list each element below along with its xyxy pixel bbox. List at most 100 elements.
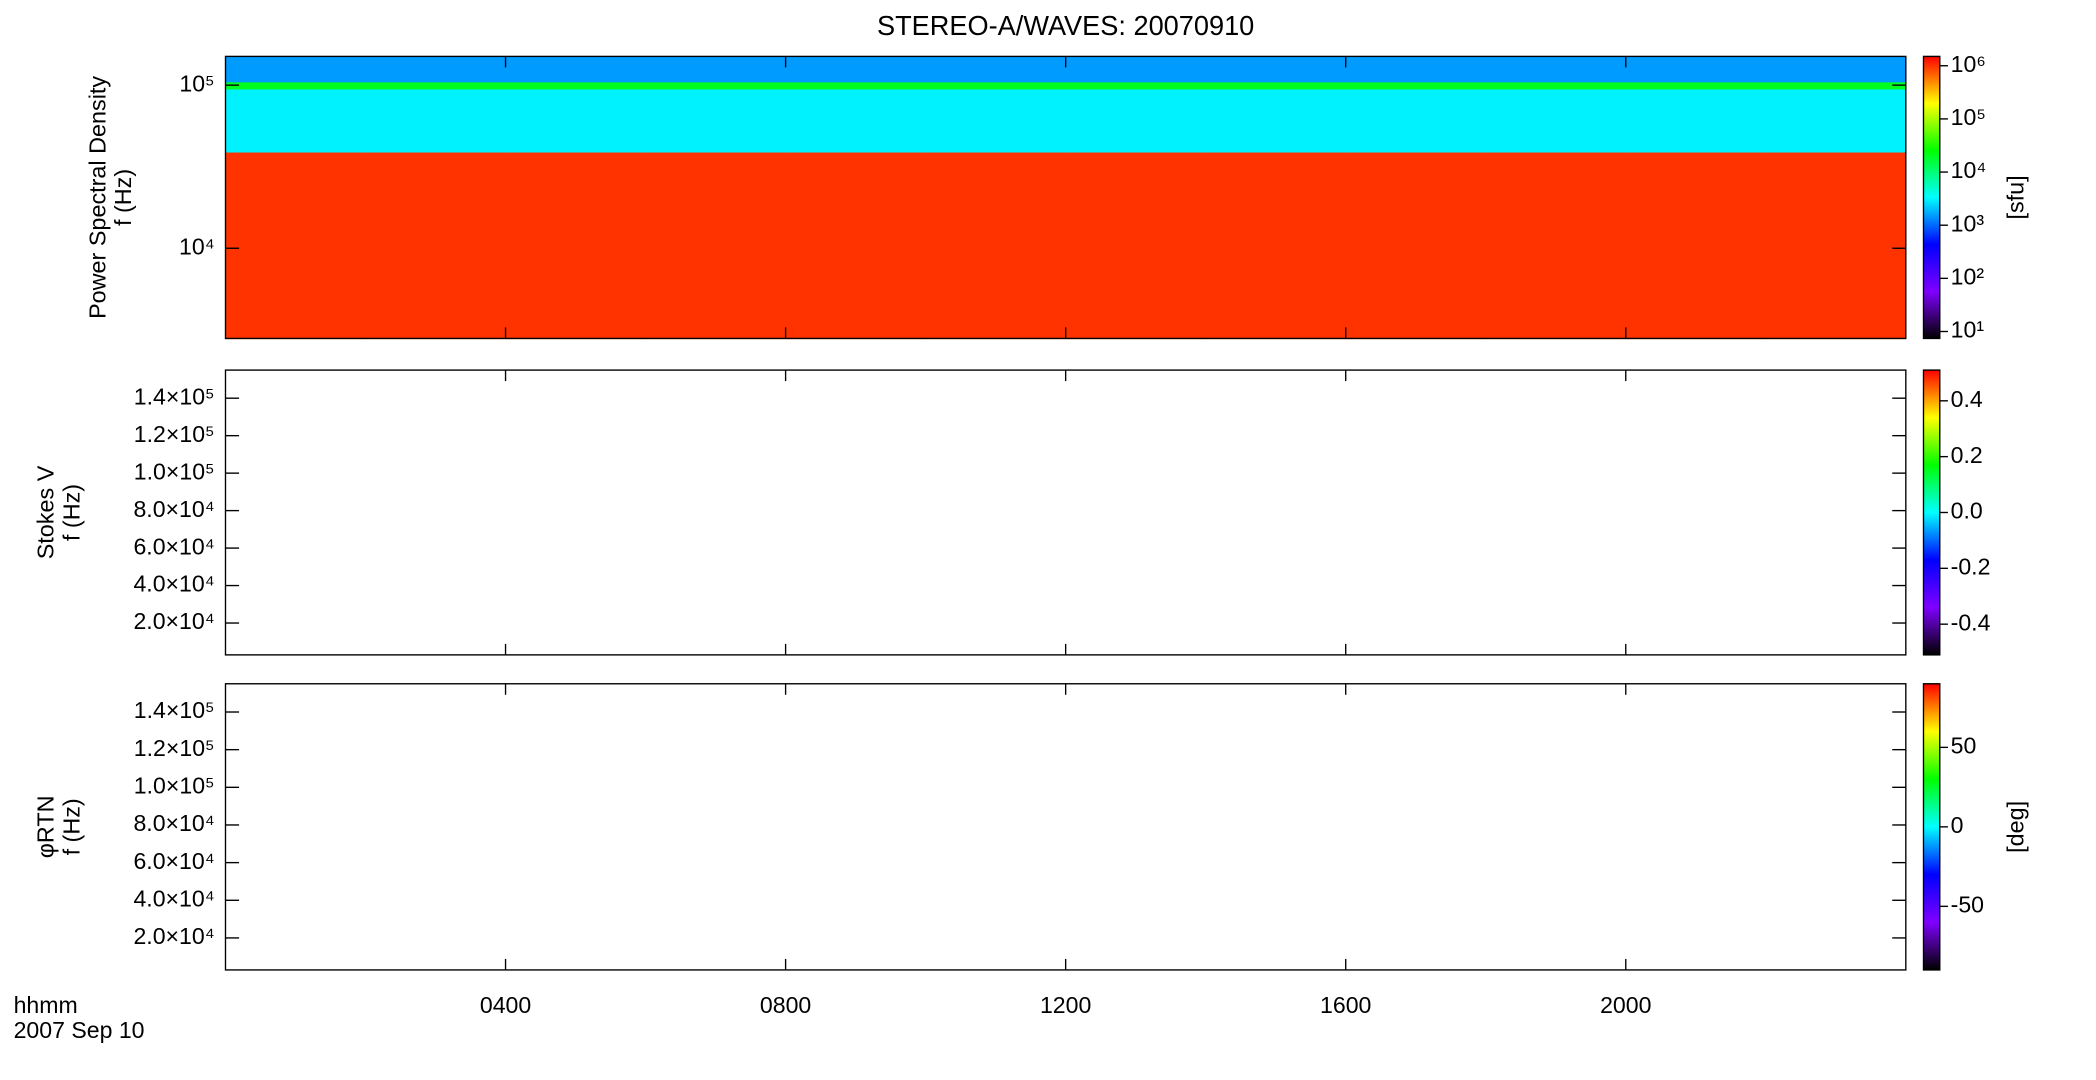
- y-tick-label: 10⁴: [179, 233, 215, 259]
- heatmap-cell: [365, 81, 507, 90]
- heatmap-cell: [645, 56, 787, 83]
- heatmap-cell: [505, 88, 647, 153]
- x-axis-label: hhmm: [14, 992, 78, 1018]
- heatmap-cell: [1765, 88, 1907, 153]
- y-tick-label: 1.2×10⁵: [134, 735, 215, 761]
- chart-title: STEREO-A/WAVES: 20070910: [877, 10, 1254, 41]
- x-tick-label: 0400: [480, 992, 531, 1018]
- y-tick-label: 2.0×10⁴: [133, 608, 214, 634]
- colorbar-tick-label: 10¹: [1951, 317, 1985, 343]
- colorbar-frame: [1922, 55, 1941, 340]
- y-tick-label: 1.2×10⁵: [134, 421, 215, 447]
- heatmap-cell: [925, 151, 1067, 340]
- colorbar-tick-label: 10⁶: [1951, 51, 1986, 77]
- heatmap-cell: [505, 151, 647, 340]
- colorbar-tick-label: 10⁴: [1951, 157, 1987, 183]
- heatmap-cell: [645, 81, 787, 90]
- y-tick-label: 10⁵: [179, 70, 214, 96]
- heatmap-cell: [1625, 88, 1767, 153]
- y-tick-label: 6.0×10⁴: [133, 533, 214, 559]
- y-axis-label: φRTN: [33, 795, 59, 858]
- colorbar-label: [deg]: [2002, 801, 2028, 853]
- y-tick-label: 1.4×10⁵: [134, 383, 215, 409]
- heatmap-cell: [925, 56, 1067, 83]
- heatmap-cell: [365, 88, 507, 153]
- heatmap-cell: [1345, 88, 1487, 153]
- x-tick-label: 2000: [1600, 992, 1651, 1018]
- colorbar: [1923, 370, 1940, 655]
- heatmap-cell: [645, 88, 787, 153]
- colorbar-tick-label: 0.2: [1951, 442, 1983, 468]
- heatmap-cell: [1485, 88, 1627, 153]
- colorbar-tick-label: 10⁵: [1951, 104, 1986, 130]
- y-tick-label: 4.0×10⁴: [133, 885, 214, 911]
- x-axis-label: 2007 Sep 10: [14, 1017, 145, 1043]
- heatmap-cell: [1765, 56, 1907, 83]
- y-tick-label: 1.4×10⁵: [134, 697, 215, 723]
- heatmap-cell: [785, 56, 927, 83]
- colorbar-tick-label: 10³: [1951, 210, 1985, 236]
- y-tick-label: 1.0×10⁵: [134, 772, 215, 798]
- heatmap-cell: [225, 81, 367, 90]
- heatmap-cell: [785, 88, 927, 153]
- plot-frame: [224, 683, 1907, 971]
- colorbar-tick-label: 10²: [1951, 263, 1985, 289]
- heatmap-cell: [1345, 56, 1487, 83]
- colorbar-tick-label: -0.4: [1951, 609, 1991, 635]
- heatmap-cell: [785, 81, 927, 90]
- y-tick-label: 8.0×10⁴: [133, 810, 214, 836]
- colorbar-tick-label: 50: [1951, 732, 1977, 758]
- y-axis-label: Stokes V: [33, 465, 59, 559]
- colorbar-tick-label: 0: [1951, 812, 1964, 838]
- heatmap-cell: [1485, 151, 1627, 340]
- y-axis-label: f (Hz): [59, 798, 85, 855]
- heatmap-cell: [225, 56, 367, 83]
- heatmap-cell: [1765, 81, 1907, 90]
- heatmap-cell: [1625, 81, 1767, 90]
- heatmap-cell: [225, 88, 367, 153]
- x-tick-label: 0800: [760, 992, 811, 1018]
- heatmap-cell: [225, 151, 367, 340]
- heatmap-cell: [505, 56, 647, 83]
- y-tick-label: 1.0×10⁵: [134, 458, 215, 484]
- y-tick-label: 4.0×10⁴: [133, 571, 214, 597]
- heatmap-cell: [1065, 88, 1207, 153]
- heatmap-cell: [925, 81, 1067, 90]
- x-tick-label: 1600: [1320, 992, 1371, 1018]
- heatmap-cell: [505, 81, 647, 90]
- heatmap-cell: [1485, 56, 1627, 83]
- y-tick-label: 2.0×10⁴: [133, 923, 214, 949]
- heatmap-cell: [1765, 151, 1907, 340]
- heatmap-cell: [1065, 56, 1207, 83]
- heatmap-cell: [1205, 88, 1347, 153]
- y-axis-label: f (Hz): [110, 169, 136, 226]
- colorbar-tick-label: -50: [1951, 891, 1984, 917]
- y-axis-label: Power Spectral Density: [84, 76, 110, 319]
- y-tick-label: 8.0×10⁴: [133, 496, 214, 522]
- colorbar-tick-label: 0.4: [1951, 386, 1983, 412]
- heatmap-cell: [1205, 81, 1347, 90]
- colorbar: [1923, 683, 1940, 970]
- heatmap-cell: [1625, 151, 1767, 340]
- heatmap-cell: [1485, 81, 1627, 90]
- heatmap-cell: [1625, 56, 1767, 83]
- colorbar: [1923, 56, 1940, 339]
- heatmap-cell: [365, 151, 507, 340]
- colorbar-tick-label: -0.2: [1951, 553, 1991, 579]
- y-axis-label: f (Hz): [59, 484, 85, 541]
- heatmap-cell: [1345, 81, 1487, 90]
- heatmap-cell: [365, 56, 507, 83]
- heatmap-cell: [925, 88, 1067, 153]
- heatmap-cell: [1205, 56, 1347, 83]
- heatmap-cell: [645, 151, 787, 340]
- heatmap-cell: [1065, 151, 1207, 340]
- colorbar-tick-label: 0.0: [1951, 498, 1983, 524]
- heatmap-cell: [1345, 151, 1487, 340]
- heatmap-cell: [785, 151, 927, 340]
- plot-frame: [224, 369, 1907, 656]
- x-tick-label: 1200: [1040, 992, 1091, 1018]
- colorbar-label: [sfu]: [2002, 175, 2028, 219]
- heatmap-cell: [1065, 81, 1207, 90]
